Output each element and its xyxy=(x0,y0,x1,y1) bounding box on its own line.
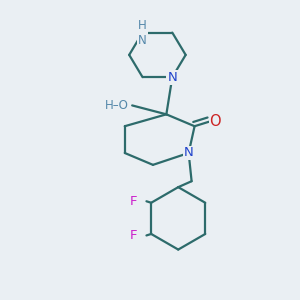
Text: H–O: H–O xyxy=(105,99,129,112)
Text: F: F xyxy=(130,229,138,242)
Text: N: N xyxy=(167,71,177,84)
Text: F: F xyxy=(130,195,138,208)
Text: H
N: H N xyxy=(138,19,147,46)
Text: N: N xyxy=(184,146,194,160)
Text: O: O xyxy=(210,114,221,129)
